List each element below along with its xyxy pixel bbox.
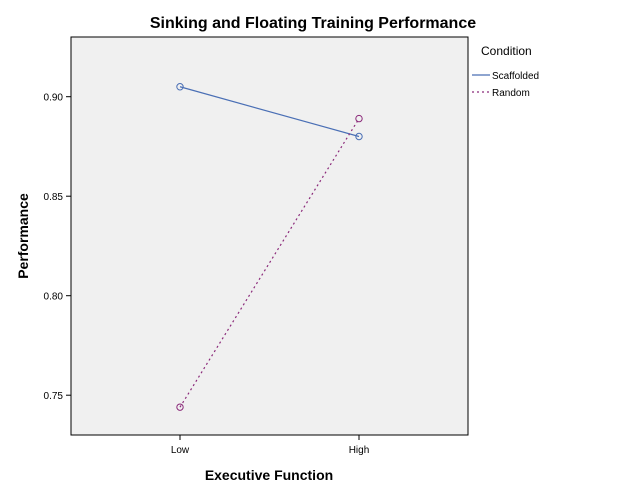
legend: Condition Scaffolded Random bbox=[472, 44, 539, 99]
legend-title: Condition bbox=[481, 44, 532, 58]
y-axis-label: Performance bbox=[15, 193, 31, 279]
data-point bbox=[176, 83, 184, 91]
legend-label: Random bbox=[492, 88, 530, 99]
series-line-random bbox=[179, 118, 360, 408]
plot-area bbox=[70, 36, 469, 436]
x-tick-label: Low bbox=[171, 445, 190, 456]
x-axis: Low High bbox=[171, 435, 369, 456]
y-tick-label: 0.75 bbox=[44, 391, 64, 402]
x-tick-label: High bbox=[349, 445, 370, 456]
y-tick-label: 0.90 bbox=[44, 93, 64, 104]
data-point bbox=[355, 114, 363, 123]
chart-title: Sinking and Floating Training Performanc… bbox=[150, 15, 476, 32]
y-tick-label: 0.85 bbox=[44, 192, 64, 203]
data-point bbox=[176, 403, 184, 411]
legend-label: Scaffolded bbox=[492, 71, 539, 82]
y-tick-label: 0.80 bbox=[44, 292, 64, 303]
series-layer bbox=[176, 83, 363, 411]
series-line-scaffolded bbox=[179, 86, 360, 138]
x-axis-label: Executive Function bbox=[205, 467, 333, 483]
data-point bbox=[355, 132, 363, 141]
y-axis: 0.75 0.80 0.85 0.90 bbox=[44, 93, 71, 402]
